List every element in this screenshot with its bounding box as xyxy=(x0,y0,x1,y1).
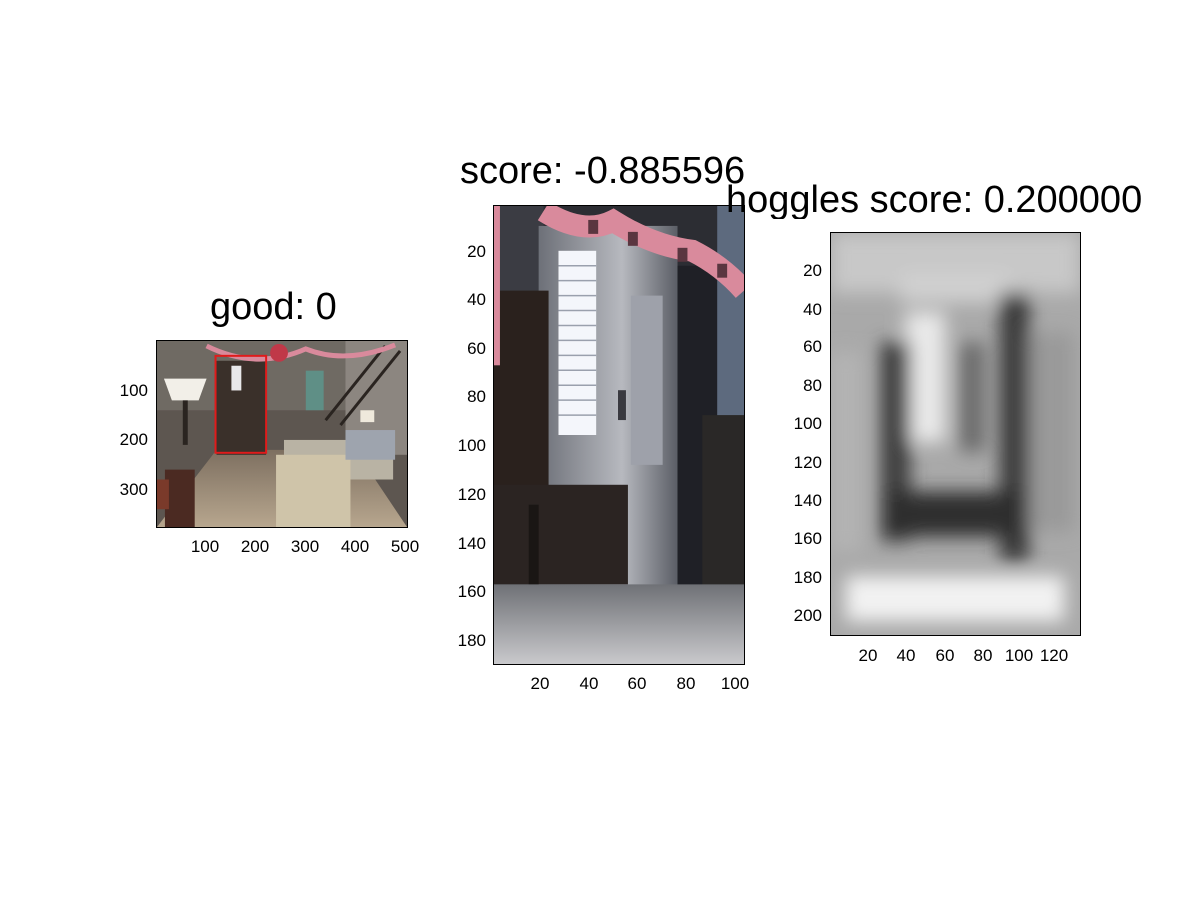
y-tick-label: 120 xyxy=(457,485,486,504)
x-tick-label: 60 xyxy=(627,674,647,693)
x-tick-label: 500 xyxy=(390,537,420,556)
hoggles-visualization-image xyxy=(831,233,1080,635)
y-tick-label: 300 xyxy=(119,480,148,499)
y-tick-label: 80 xyxy=(803,376,822,395)
y-tick-label: 100 xyxy=(793,414,822,433)
y-tick-label: 60 xyxy=(467,339,486,358)
panel-good-title: good: 0 xyxy=(210,286,337,328)
x-tick-label: 80 xyxy=(973,646,993,665)
y-tick-label: 20 xyxy=(467,242,486,261)
x-tick-label: 120 xyxy=(1039,646,1069,665)
y-tick-label: 180 xyxy=(457,631,486,650)
x-tick-label: 200 xyxy=(240,537,270,556)
y-tick-label: 140 xyxy=(793,491,822,510)
x-tick-label: 400 xyxy=(340,537,370,556)
x-tick-label: 40 xyxy=(896,646,916,665)
panel-crop-title: score: -0.885596 xyxy=(460,150,746,192)
y-tick-label: 40 xyxy=(803,300,822,319)
y-tick-label: 140 xyxy=(457,534,486,553)
panel-hoggles-title: hoggles score: 0.200000 xyxy=(726,181,1143,219)
y-tick-label: 180 xyxy=(793,568,822,587)
x-tick-label: 40 xyxy=(579,674,599,693)
y-tick-label: 200 xyxy=(793,606,822,625)
y-tick-label: 100 xyxy=(119,381,148,400)
panel-crop-axes xyxy=(493,205,745,665)
x-tick-label: 80 xyxy=(676,674,696,693)
x-tick-label: 100 xyxy=(190,537,220,556)
y-tick-label: 100 xyxy=(457,436,486,455)
x-tick-label: 20 xyxy=(858,646,878,665)
room-scene-image xyxy=(157,341,407,527)
panel-hoggles-axes xyxy=(830,232,1081,636)
x-tick-label: 100 xyxy=(1004,646,1034,665)
x-tick-label: 300 xyxy=(290,537,320,556)
y-tick-label: 40 xyxy=(467,290,486,309)
y-tick-label: 200 xyxy=(119,430,148,449)
door-crop-image xyxy=(494,206,744,664)
y-tick-label: 20 xyxy=(803,261,822,280)
y-tick-label: 160 xyxy=(793,529,822,548)
x-tick-label: 20 xyxy=(530,674,550,693)
panel-good-axes xyxy=(156,340,408,528)
x-tick-label: 100 xyxy=(720,674,750,693)
y-tick-label: 60 xyxy=(803,337,822,356)
y-tick-label: 160 xyxy=(457,582,486,601)
x-tick-label: 60 xyxy=(935,646,955,665)
y-tick-label: 120 xyxy=(793,453,822,472)
y-tick-label: 80 xyxy=(467,387,486,406)
